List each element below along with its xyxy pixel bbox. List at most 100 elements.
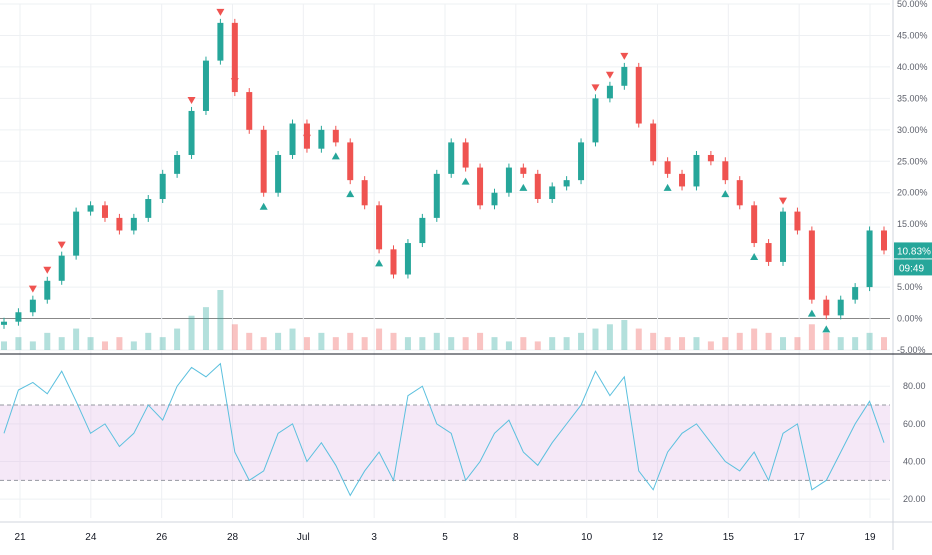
volume-bar [780, 337, 787, 350]
buy-marker [519, 183, 528, 191]
volume-bar [520, 337, 527, 350]
rsi-y-tick-label: 40.00 [903, 457, 926, 467]
rsi-band-fill [0, 405, 890, 481]
volume-bar [174, 328, 181, 350]
buy-marker [822, 325, 831, 333]
rsi-band-layer [0, 404, 890, 481]
candle-body [347, 142, 354, 181]
candle-body [376, 205, 383, 250]
volume-bar [376, 328, 383, 350]
volume-bar [621, 320, 628, 350]
volume-bar [679, 337, 686, 350]
countdown-badge [894, 259, 932, 276]
volume-bar [101, 341, 108, 350]
candle-body [130, 217, 137, 231]
x-tick-label: Jul [297, 532, 310, 543]
volume-bar [707, 341, 714, 350]
candle-body [101, 205, 108, 218]
volume-bar [606, 324, 613, 350]
volume-bar [751, 328, 758, 350]
candle-body [361, 180, 368, 206]
sell-marker [216, 8, 225, 16]
sell-marker [302, 134, 311, 142]
candle-body [332, 129, 339, 143]
candle-body [765, 243, 772, 262]
volume-bar [837, 337, 844, 350]
sell-marker [591, 84, 600, 92]
volume-bar [448, 337, 455, 350]
volume-bar [202, 307, 209, 350]
main-y-tick-label: 45.00% [897, 30, 928, 40]
volume-bar [29, 341, 36, 350]
volume-bar [549, 337, 556, 350]
buy-marker [346, 190, 355, 198]
candle-body [693, 154, 700, 187]
volume-bar [592, 328, 599, 350]
buy-marker [807, 309, 816, 317]
volume-bar [404, 337, 411, 350]
candle-body [881, 230, 887, 251]
x-tick-label: 5 [442, 532, 448, 543]
volume-bar [1, 341, 7, 350]
candle-body [448, 142, 455, 174]
x-tick-label: 24 [85, 532, 97, 543]
volume-bar [491, 337, 498, 350]
rsi-layer [3, 362, 885, 497]
candle-body [736, 180, 743, 206]
volume-bar [664, 337, 671, 350]
volume-bar [693, 337, 700, 350]
volume-bar [58, 337, 65, 350]
volume-bar [275, 332, 282, 350]
volume-bar [390, 332, 397, 350]
candle-body [650, 123, 657, 162]
volume-bar [87, 337, 94, 350]
candle-body [477, 167, 484, 206]
candle-body [1, 321, 7, 325]
candle-body [679, 173, 686, 187]
x-tick-label: 17 [794, 532, 806, 543]
volume-bar [217, 290, 224, 350]
candle-body [592, 98, 599, 143]
candle-body [606, 85, 613, 99]
candle-body [462, 142, 469, 168]
volume-bar [159, 337, 166, 350]
candle-body [87, 205, 94, 212]
candle-body [780, 211, 787, 262]
main-y-tick-label: 15.00% [897, 219, 928, 229]
candle-body [404, 243, 411, 275]
main-y-tick-label: -5.00% [897, 345, 926, 355]
volume-bar [462, 337, 469, 350]
candle-body [29, 299, 36, 313]
marker-layer [28, 8, 831, 333]
candle-body [289, 123, 296, 155]
main-y-tick-label: 0.00% [897, 314, 923, 324]
volume-bar [823, 332, 830, 350]
candle-body [217, 22, 224, 61]
volume-bar [15, 337, 22, 350]
candle-body [318, 129, 325, 149]
volume-bar [563, 337, 570, 350]
volume-bar [419, 337, 426, 350]
candle-body [866, 230, 873, 288]
main-y-tick-label: 5.00% [897, 282, 923, 292]
candle-body [837, 299, 844, 316]
sell-marker [779, 197, 788, 205]
candle-body [202, 60, 209, 111]
sell-marker [605, 71, 614, 79]
candle-body [44, 280, 51, 300]
last-value-badge [894, 242, 932, 259]
main-y-tick-label: 35.00% [897, 93, 928, 103]
volume-bar [852, 337, 859, 350]
candle-body [505, 167, 512, 193]
candle-body [260, 129, 267, 193]
last-value-label: 10.83% [897, 246, 931, 257]
candle-body [751, 205, 758, 244]
volume-bar [477, 332, 484, 350]
sell-marker [230, 78, 239, 86]
buy-marker [331, 152, 340, 160]
candle-body [808, 230, 815, 300]
volume-bar [534, 341, 541, 350]
buy-marker [461, 177, 470, 185]
rsi-y-tick-label: 20.00 [903, 494, 926, 504]
